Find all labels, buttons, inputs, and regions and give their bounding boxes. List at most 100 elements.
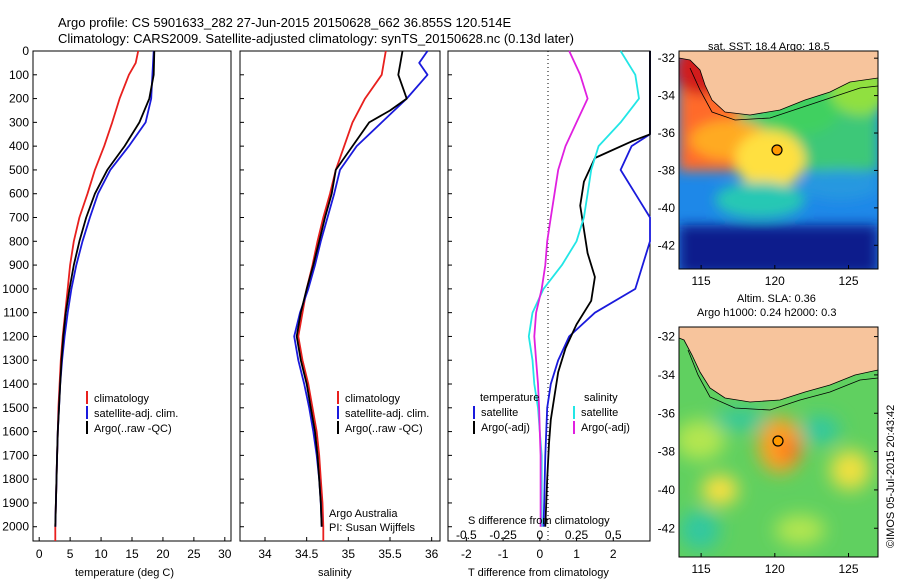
lat-tick-label: -40 (658, 201, 676, 215)
temperature-profiles (54, 50, 156, 541)
depth-tick-label: 700 (9, 211, 29, 225)
depth-tick-label: 1400 (2, 377, 29, 391)
legend-label-argo: Argo(..raw -QC) (94, 423, 172, 435)
sla-map-title-1: Altim. SLA: 0.36 (737, 293, 816, 305)
salinity-depth-ticks (240, 50, 244, 528)
depth-tick-label: 1500 (2, 401, 29, 415)
legend-label-s-satellite: satellite (581, 407, 618, 419)
difference-x-axis: -2 -1 0 1 2 -0.5 -0.25 0 0.25 0.5 (456, 528, 622, 561)
difference-s-tick-label: 0 (536, 528, 543, 542)
difference-s-tick-label: -0.25 (489, 528, 517, 542)
depth-tick-label: 200 (9, 92, 29, 106)
lat-tick-label: -38 (658, 445, 676, 459)
difference-t-tick-label: 1 (573, 547, 580, 561)
temperature-x-label: temperature (deg C) (75, 567, 174, 579)
series-line-0 (542, 51, 651, 527)
depth-tick-label: 1900 (2, 496, 29, 510)
temperature-legend: climatology satellite-adj. clim. Argo(..… (86, 391, 178, 435)
difference-t-tick-label: 2 (610, 547, 617, 561)
temperature-x-tick-label: 10 (94, 547, 108, 561)
credit-line-1: Argo Australia (329, 508, 398, 520)
difference-x-label-bottom: T difference from climatology (468, 567, 609, 579)
lon-tick-label: 120 (765, 562, 785, 576)
sst-land (679, 51, 878, 116)
difference-x-label-top: S difference from climatology (468, 515, 610, 527)
depth-tick-label: 100 (9, 68, 29, 82)
legend-title-temperature: temperature (480, 392, 539, 404)
lat-tick-label: -32 (658, 330, 676, 344)
difference-legend: temperature salinity satellite Argo(-adj… (473, 392, 630, 434)
series-line-1 (544, 51, 651, 527)
depth-tick-label: 900 (9, 258, 29, 272)
title-line-2: Climatology: CARS2009. Satellite-adjuste… (58, 31, 574, 46)
timestamp-stamp: ©IMOS 05-Jul-2015 20:43:42 (885, 405, 897, 548)
legend-label-t-argo: Argo(-adj) (481, 422, 530, 434)
series-line-3 (533, 50, 589, 527)
sst-map-axes: -32 -34 -36 -38 -40 -42 115 120 125 (658, 51, 878, 288)
depth-tick-label: 1200 (2, 329, 29, 343)
depth-tick-label: 0 (22, 44, 29, 58)
depth-tick-label: 500 (9, 163, 29, 177)
depth-tick-label: 1600 (2, 425, 29, 439)
lat-tick-label: -36 (658, 126, 676, 140)
lat-tick-label: -42 (658, 238, 676, 252)
lat-tick-label: -42 (658, 521, 676, 535)
difference-t-tick-label: -2 (461, 547, 472, 561)
temperature-panel: 0100200300400500600700800900100011001200… (2, 44, 232, 579)
difference-t-tick-label: 0 (536, 547, 543, 561)
legend-label-satellite: satellite-adj. clim. (345, 408, 429, 420)
legend-label-argo: Argo(..raw -QC) (345, 423, 423, 435)
difference-s-tick-label: 0.5 (605, 528, 622, 542)
salinity-x-tick-label: 36 (425, 547, 439, 561)
legend-label-climatology: climatology (345, 393, 401, 405)
sst-map-frame (678, 50, 879, 270)
salinity-x-tick-label: 35 (342, 547, 356, 561)
temperature-x-tick-label: 30 (218, 547, 232, 561)
salinity-profiles (293, 50, 429, 541)
temperature-plot-frame (32, 50, 232, 542)
lon-tick-label: 115 (692, 274, 711, 288)
depth-tick-label: 1100 (3, 306, 29, 320)
temperature-x-tick-label: 25 (187, 547, 201, 561)
lon-tick-label: 125 (839, 274, 859, 288)
legend-title-salinity: salinity (584, 392, 618, 404)
depth-tick-label: 600 (9, 187, 29, 201)
lat-tick-label: -32 (658, 51, 676, 65)
lat-tick-label: -34 (658, 368, 676, 382)
sla-map-title-2: Argo h1000: 0.24 h2000: 0.3 (697, 307, 836, 319)
depth-axis: 0 100 200 300 400 500 600 700 800 900 1000 1100 1200… (2, 44, 37, 534)
depth-tick-label: 400 (9, 139, 29, 153)
sst-argo-marker (771, 144, 783, 156)
depth-tick-label: 1700 (2, 448, 29, 462)
lat-tick-label: -36 (658, 406, 676, 420)
temperature-x-tick-label: 20 (156, 547, 170, 561)
salinity-x-tick-label: 34 (258, 547, 272, 561)
sla-argo-marker (772, 435, 784, 447)
lat-tick-label: -40 (658, 483, 676, 497)
sst-map-title: sat. SST: 18.4 Argo: 18.5 (708, 41, 830, 53)
temperature-x-tick-label: 15 (125, 547, 139, 561)
sst-map: -32 -34 -36 -38 -40 -42 115 120 125 (658, 50, 879, 288)
lon-tick-label: 120 (765, 274, 785, 288)
lon-tick-label: 115 (692, 562, 711, 576)
sla-map: -32 -34 -36 -38 -40 -42 115 120 125 (658, 326, 879, 576)
salinity-plot-frame (239, 50, 441, 542)
depth-tick-label: 2000 (2, 520, 29, 534)
difference-s-tick-label: -0.5 (456, 528, 477, 542)
sst-isobath (689, 67, 878, 121)
salinity-x-label: salinity (318, 567, 352, 579)
temperature-x-tick-label: 5 (67, 547, 74, 561)
series-line-2 (54, 50, 156, 527)
difference-panel: -2 -1 0 1 2 -0.5 -0.25 0 0.25 0.5 T difference fr… (447, 50, 651, 579)
depth-tick-label: 1300 (2, 353, 29, 367)
credit-line-2: PI: Susan Wijffels (329, 522, 415, 534)
legend-label-climatology: climatology (94, 393, 150, 405)
lon-tick-label: 125 (839, 562, 859, 576)
sla-land (679, 327, 878, 403)
difference-depth-ticks (448, 50, 452, 528)
series-line-0 (297, 50, 387, 541)
temperature-x-axis: 0 5 10 15 20 25 30 (36, 537, 232, 561)
sla-map-frame (678, 326, 879, 558)
depth-tick-label: 1000 (2, 282, 29, 296)
